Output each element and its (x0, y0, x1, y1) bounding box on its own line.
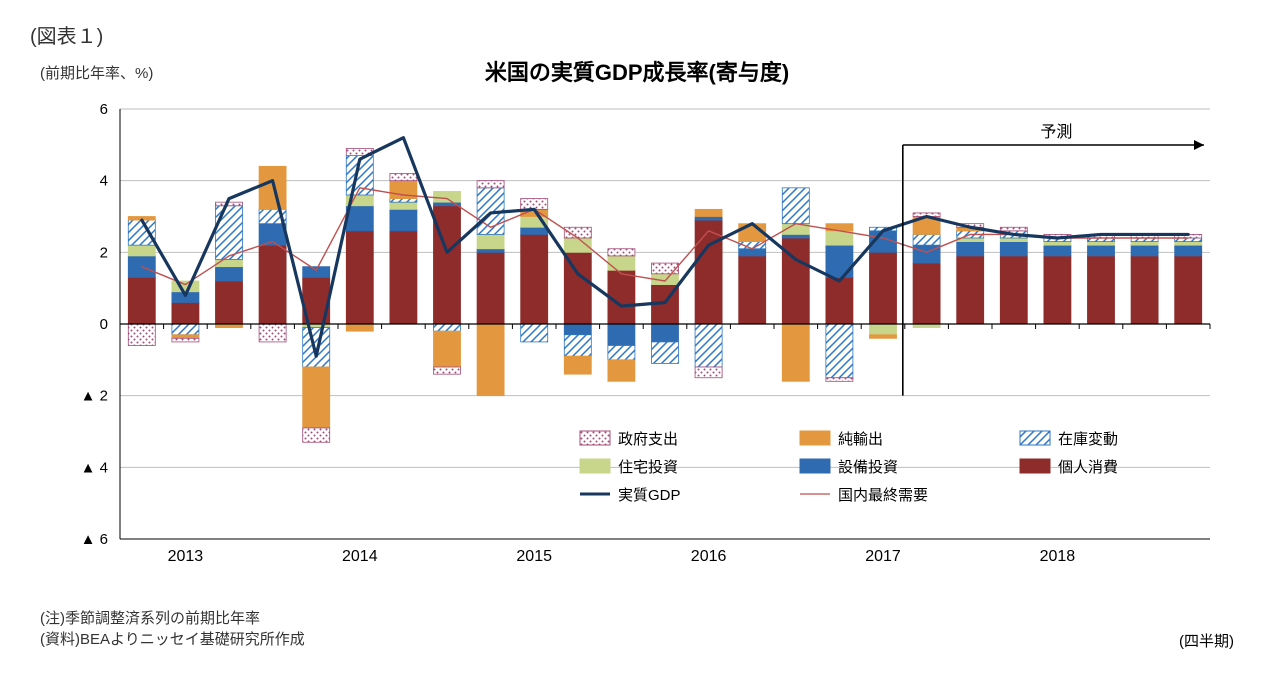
svg-text:2014: 2014 (342, 548, 378, 565)
note-1: (注)季節調整済系列の前期比年率 (40, 608, 305, 630)
svg-text:2013: 2013 (168, 548, 204, 565)
svg-text:住宅投資: 住宅投資 (618, 459, 678, 476)
svg-text:政府支出: 政府支出 (618, 431, 678, 448)
svg-text:6: 6 (100, 101, 108, 118)
svg-text:2017: 2017 (865, 548, 901, 565)
svg-text:2: 2 (100, 244, 108, 261)
svg-text:在庫変動: 在庫変動 (1058, 431, 1118, 448)
x-axis-unit: (四半期) (1179, 630, 1234, 651)
svg-text:0: 0 (100, 316, 108, 333)
svg-text:純輸出: 純輸出 (838, 431, 883, 448)
svg-text:予測: 予測 (1040, 123, 1072, 141)
figure-label: (図表１) (30, 20, 1244, 49)
svg-text:2016: 2016 (691, 548, 727, 565)
chart-notes: (注)季節調整済系列の前期比年率 (資料)BEAよりニッセイ基礎研究所作成 (40, 608, 305, 652)
gdp-chart: ▲ 6 ▲ 4 ▲ 2 0 2 4 6 2013 2014 2015 2016 2017 2018 予測政… (40, 89, 1220, 569)
svg-text:▲ 4: ▲ 4 (81, 459, 108, 476)
svg-text:実質GDP: 実質GDP (618, 486, 681, 504)
chart-title: 米国の実質GDP成長率(寄与度) (30, 55, 1244, 87)
note-2: (資料)BEAよりニッセイ基礎研究所作成 (40, 629, 305, 651)
svg-text:個人消費: 個人消費 (1058, 459, 1118, 476)
svg-text:設備投資: 設備投資 (838, 459, 898, 476)
y-axis-label: (前期比年率、%) (40, 62, 153, 83)
svg-text:2015: 2015 (516, 548, 552, 565)
svg-text:4: 4 (100, 173, 108, 190)
svg-text:2018: 2018 (1040, 548, 1076, 565)
svg-text:▲ 2: ▲ 2 (81, 388, 108, 405)
svg-text:▲ 6: ▲ 6 (81, 531, 108, 548)
svg-text:国内最終需要: 国内最終需要 (838, 487, 928, 504)
